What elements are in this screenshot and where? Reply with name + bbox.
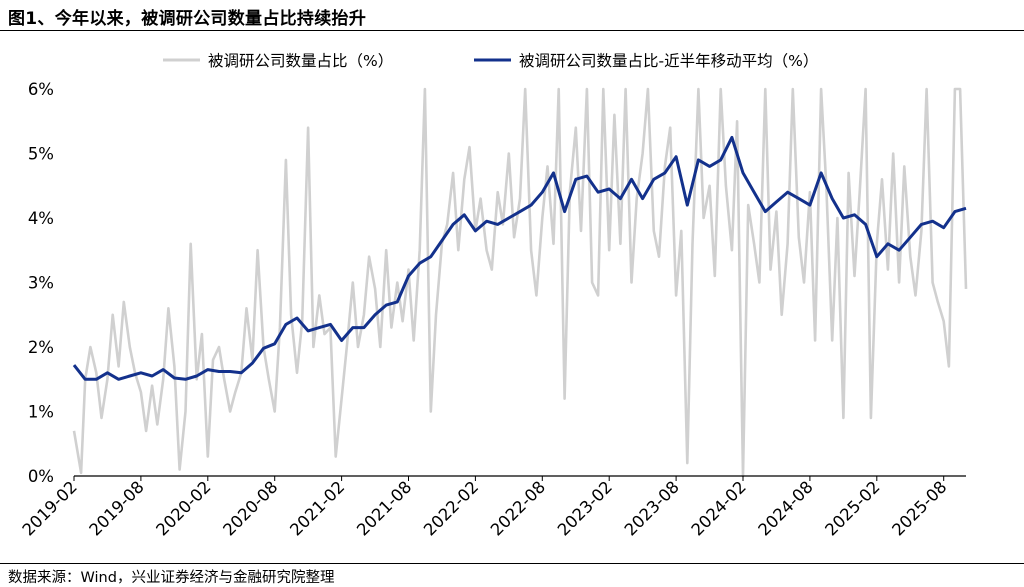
x-tick-label: 2024-02	[688, 477, 750, 539]
y-tick-label: 6%	[28, 80, 54, 99]
x-tick-label: 2020-08	[219, 477, 281, 539]
y-tick-label: 4%	[28, 209, 54, 228]
series-line-weekly	[72, 87, 968, 478]
x-tick-label: 2022-02	[420, 477, 482, 539]
x-tick-label: 2021-08	[353, 477, 415, 539]
x-tick-label: 2023-08	[621, 477, 683, 539]
x-tick-label: 2020-02	[152, 477, 214, 539]
y-tick-label: 3%	[28, 274, 54, 293]
x-tick-label: 2023-02	[554, 477, 616, 539]
plot-area	[72, 87, 968, 478]
y-tick-label: 1%	[28, 403, 54, 422]
y-axis: 0% 1% 2% 3% 4% 5% 6%	[28, 80, 54, 486]
chart-legend: 被调研公司数量占比（%） 被调研公司数量占比-近半年移动平均（%）	[163, 52, 818, 70]
x-tick-label: 2025-02	[821, 477, 883, 539]
title-divider	[0, 30, 1024, 31]
y-tick-label: 0%	[28, 467, 54, 486]
source-note: 数据来源：Wind，兴业证券经济与金融研究院整理	[8, 570, 335, 586]
x-axis: 2019-02 2019-08 2020-02 2020-08 2021-02 2021-…	[19, 476, 951, 540]
x-tick-label: 2021-02	[286, 477, 348, 539]
series-line-moving-avg	[72, 135, 967, 381]
x-tick-label: 2019-08	[86, 477, 148, 539]
x-tick-label: 2025-08	[888, 477, 950, 539]
x-tick-label: 2019-02	[19, 477, 81, 539]
x-tick-label: 2024-08	[755, 477, 817, 539]
figure-title: 图1、今年以来，被调研公司数量占比持续抬升	[8, 9, 367, 29]
y-tick-label: 5%	[28, 145, 54, 164]
legend-label-moving-avg: 被调研公司数量占比-近半年移动平均（%）	[519, 52, 818, 70]
y-tick-label: 2%	[28, 338, 54, 357]
legend-label-weekly: 被调研公司数量占比（%）	[208, 52, 393, 70]
source-divider	[0, 563, 1024, 564]
x-tick-label: 2022-08	[487, 477, 549, 539]
